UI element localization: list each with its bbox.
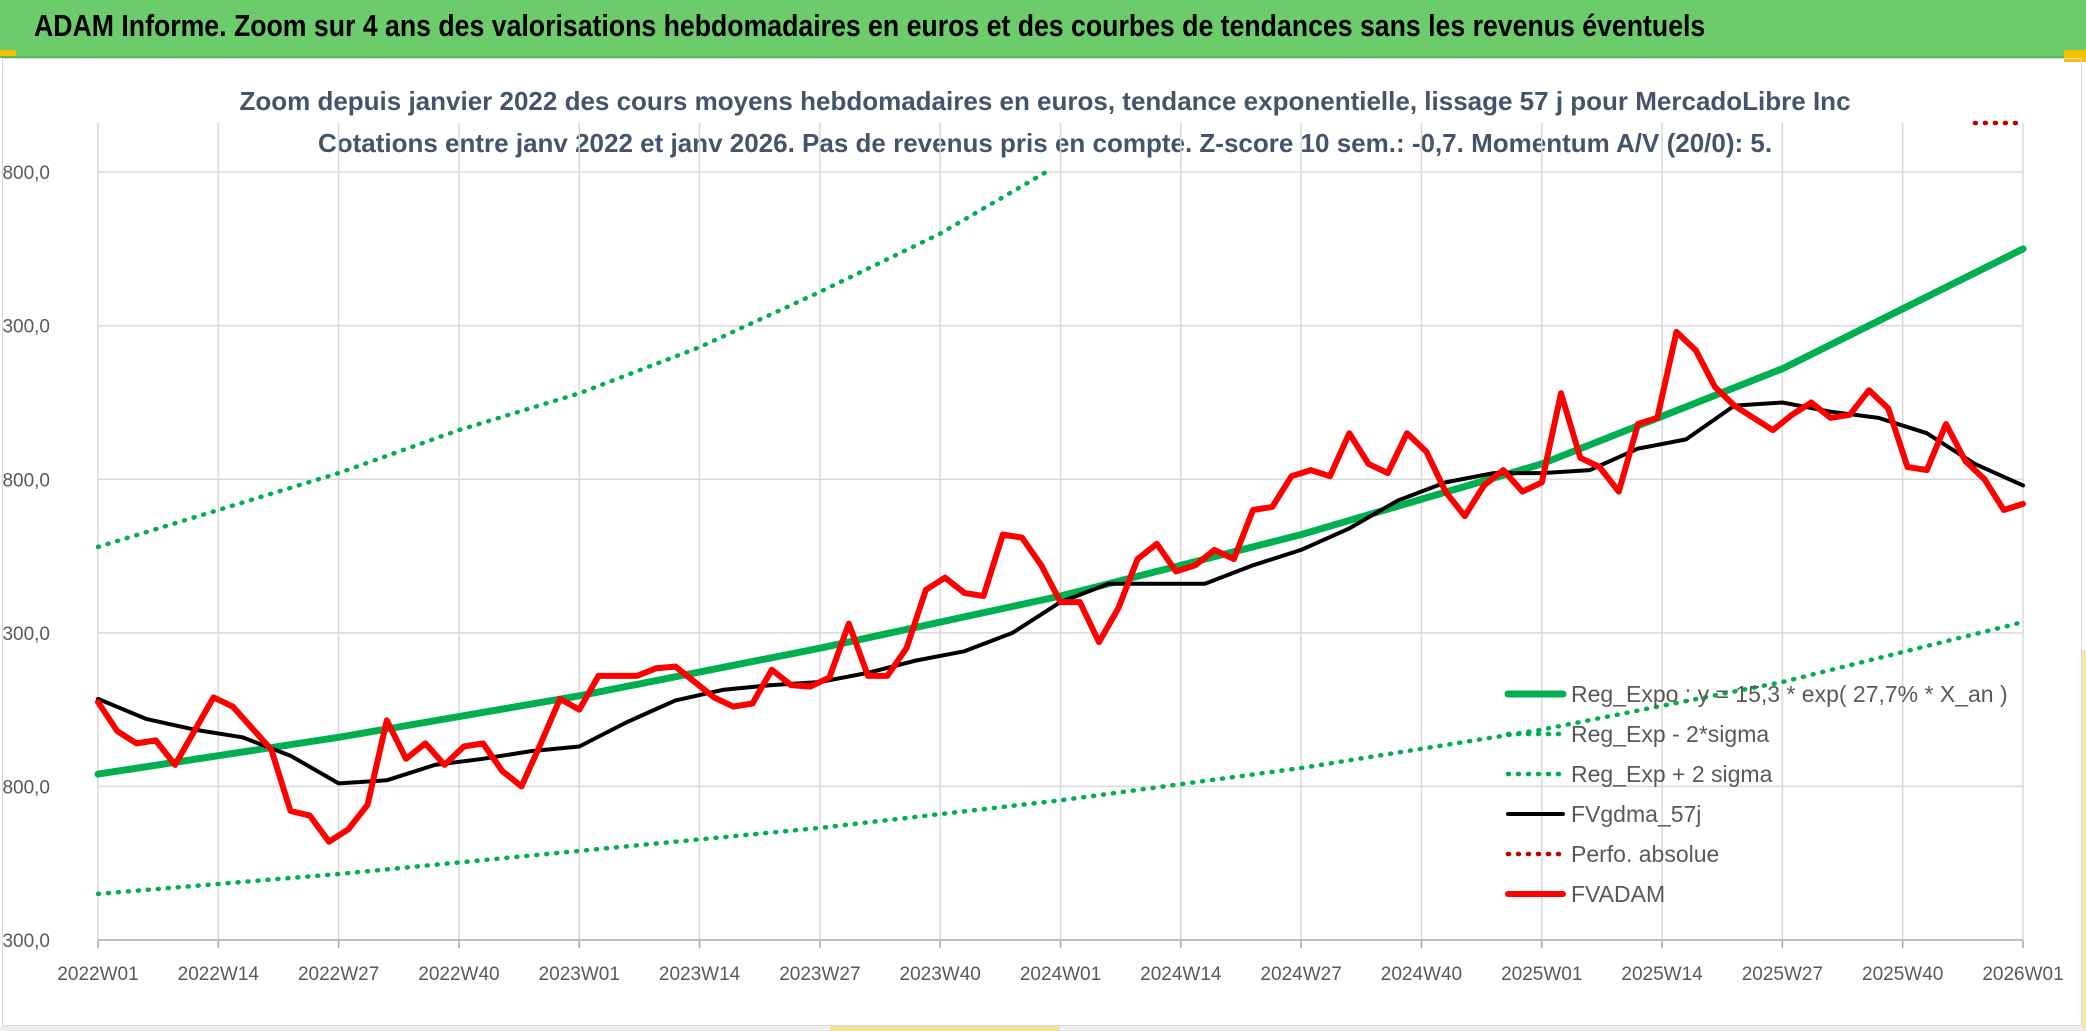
side-accent <box>2082 650 2086 1030</box>
y-tick-label: 300,0 <box>2 931 50 952</box>
series-layer <box>94 120 2027 897</box>
x-tick-label: 2023W01 <box>539 964 620 985</box>
x-tick-label: 2025W40 <box>1862 964 1943 985</box>
x-gridlines <box>97 123 2024 940</box>
page-title: ADAM Informe. Zoom sur 4 ans des valoris… <box>34 8 1706 43</box>
x-tick-label: 2025W14 <box>1621 964 1703 985</box>
y-tick-label: 2 800,0 <box>0 163 50 184</box>
legend-label: Reg_Exp - 2*sigma <box>1571 721 1769 747</box>
chart-frame <box>2 58 2082 1026</box>
x-tick-label: 2024W01 <box>1020 964 1101 985</box>
legend-label: Perfo. absolue <box>1571 841 1719 867</box>
x-tick-label: 2023W14 <box>659 964 741 985</box>
legend-label: FVgdma_57j <box>1571 801 1701 827</box>
x-tick-label: 2022W40 <box>418 964 499 985</box>
x-tick-label: 2024W14 <box>1140 964 1222 985</box>
x-tick-label: 2025W01 <box>1501 964 1582 985</box>
x-tick-label: 2022W14 <box>178 964 260 985</box>
upper-band-line <box>95 169 1049 550</box>
legend: Reg_Expo : y = 15,3 * exp( 27,7% * X_an … <box>1504 681 2008 907</box>
x-tick-label: 2024W40 <box>1381 964 1462 985</box>
legend-label: FVADAM <box>1571 881 1665 907</box>
y-tick-label: 1 800,0 <box>0 470 50 491</box>
legend-label: Reg_Expo : y = 15,3 * exp( 27,7% * X_an … <box>1571 681 2008 707</box>
x-tick-label: 2025W27 <box>1742 964 1823 985</box>
legend-label: Reg_Exp + 2 sigma <box>1571 761 1773 787</box>
y-axis-ticks: 300,0 800,0 1 300,0 1 800,0 2 300,0 2 800,0 <box>0 163 50 952</box>
x-tick-label: 2023W27 <box>779 964 860 985</box>
header-accent-right <box>2064 50 2086 62</box>
price-line <box>95 328 2026 845</box>
header-accent-left <box>0 50 16 56</box>
x-tick-label: 2022W01 <box>57 964 138 985</box>
lower-band-line <box>95 619 2026 897</box>
x-axis-ticks: 2022W01 2022W14 2022W27 2022W40 2023W01 2023W… <box>57 939 2064 985</box>
x-tick-label: 2023W40 <box>900 964 981 985</box>
chart-title-line2: Cotations entre janv 2022 et janv 2026. … <box>318 128 1772 158</box>
y-tick-label: 1 300,0 <box>0 624 50 645</box>
header-bar <box>0 0 2086 58</box>
x-tick-label: 2022W27 <box>298 964 379 985</box>
bottom-accent <box>830 1026 1060 1031</box>
y-tick-label: 800,0 <box>2 777 50 798</box>
y-tick-label: 2 300,0 <box>0 317 50 338</box>
x-tick-label: 2024W27 <box>1260 964 1341 985</box>
chart-title-line1: Zoom depuis janvier 2022 des cours moyen… <box>239 86 1850 116</box>
x-tick-label: 2026W01 <box>1982 964 2063 985</box>
